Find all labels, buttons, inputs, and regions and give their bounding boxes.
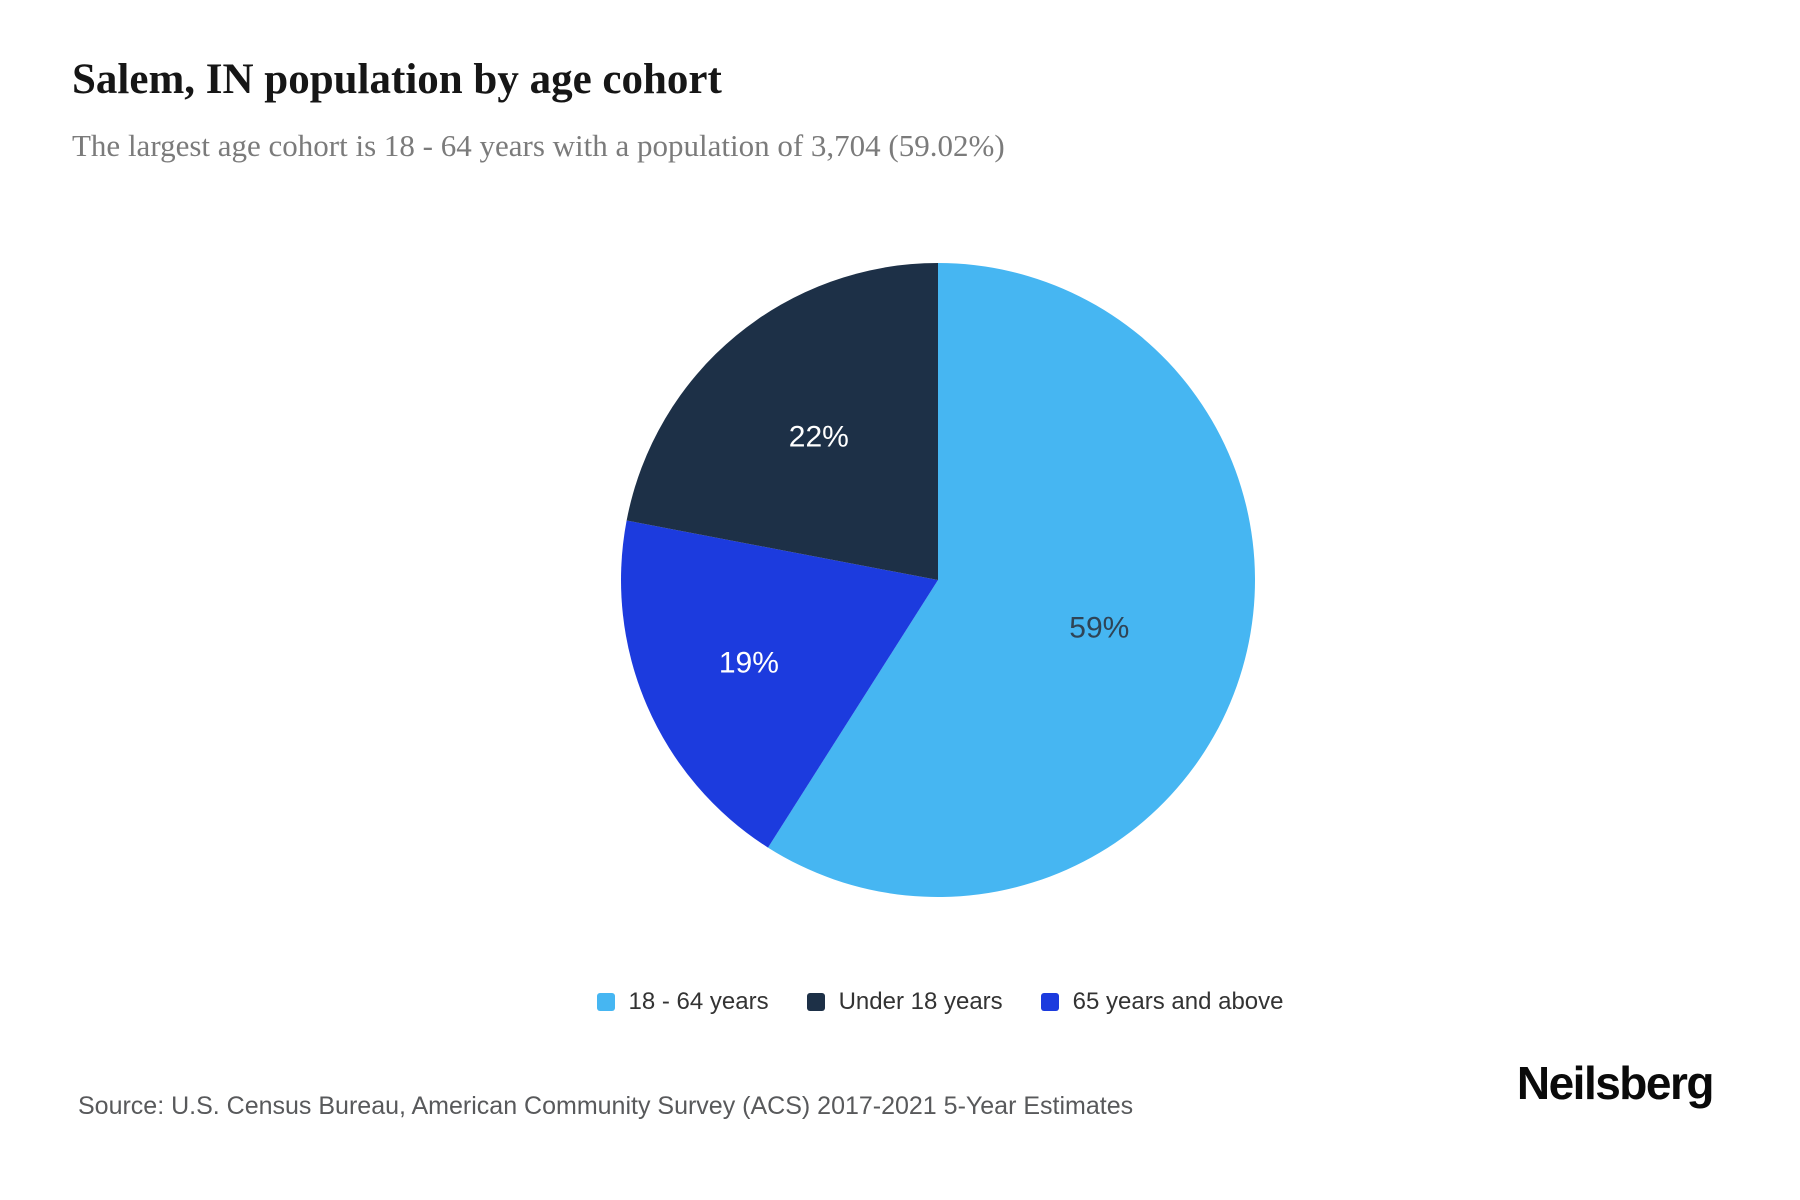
legend-swatch-icon — [1040, 993, 1059, 1011]
pie-slice-65-years-and-above[interactable] — [621, 520, 938, 848]
legend-swatch-icon — [596, 993, 615, 1011]
legend-swatch-icon — [806, 993, 825, 1011]
chart-subtitle: The largest age cohort is 18 - 64 years … — [72, 128, 1005, 163]
pie-slice-under-18-years[interactable] — [626, 263, 938, 580]
legend-item-under-18-years[interactable]: Under 18 years — [806, 988, 1003, 1016]
source-note: Source: U.S. Census Bureau, American Com… — [78, 1092, 1134, 1120]
legend-label: Under 18 years — [838, 988, 1003, 1015]
legend-item-65-years-and-above[interactable]: 65 years and above — [1040, 988, 1284, 1016]
legend: 18 - 64 years Under 18 years 65 years and … — [140, 988, 1740, 1016]
slice-percent-label: 59% — [1069, 611, 1129, 644]
slice-percent-label: 22% — [789, 420, 849, 453]
slice-percent-label: 19% — [719, 646, 779, 679]
pie-slice-18-64-years[interactable] — [768, 263, 1255, 897]
chart-title: Salem, IN population by age cohort — [72, 56, 722, 103]
legend-label: 18 - 64 years — [628, 988, 769, 1015]
pie-chart[interactable]: 59% 19% 22% — [560, 230, 1320, 930]
brand-logo: Neilsberg — [1516, 1057, 1715, 1109]
legend-label: 65 years and above — [1072, 988, 1284, 1015]
legend-item-18-64-years[interactable]: 18 - 64 years — [596, 988, 769, 1016]
